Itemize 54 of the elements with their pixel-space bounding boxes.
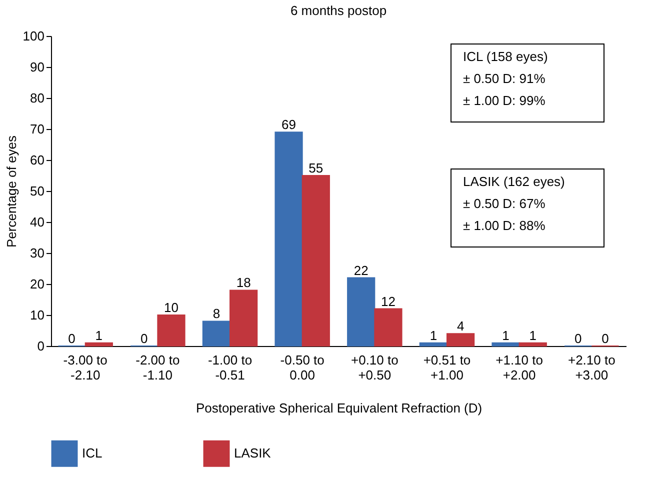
bar <box>446 333 475 346</box>
legend-label: LASIK <box>234 446 272 461</box>
data-label: 0 <box>68 331 76 346</box>
bar <box>302 175 330 346</box>
x-tick-label: +0.51 to +1.00 <box>423 352 471 382</box>
data-label: 55 <box>308 160 324 176</box>
bar <box>492 342 520 346</box>
y-tick-label: 100 <box>22 28 44 44</box>
y-tick-label: 40 <box>30 214 44 230</box>
bar <box>374 308 402 346</box>
y-tick-label: 90 <box>30 60 44 74</box>
data-label: 22 <box>354 262 368 278</box>
x-tick-label: +2.10 to +3.00 <box>568 352 616 382</box>
data-label: 18 <box>236 275 251 290</box>
data-label: 1 <box>502 328 510 343</box>
data-label: 69 <box>282 117 296 132</box>
data-label: 8 <box>212 306 220 322</box>
x-tick-label: -3.00 to -2.10 <box>63 352 108 382</box>
y-tick-label: 70 <box>30 122 44 136</box>
y-tick-label: 0 <box>37 338 44 354</box>
x-tick-label: -2.00 to -1.10 <box>136 352 180 382</box>
data-label: 1 <box>95 328 103 343</box>
data-label: 1 <box>529 328 536 343</box>
data-label: 1 <box>430 328 438 343</box>
bar <box>518 342 547 346</box>
bar <box>157 314 186 346</box>
y-tick-label: 80 <box>30 90 44 106</box>
bar <box>84 342 113 346</box>
annotation: LASIK (162 eyes) ± 0.50 D: 67% ± 1.00 D: 88% <box>463 174 565 233</box>
data-label: 10 <box>164 300 178 315</box>
x-tick-label: -1.00 to -0.51 <box>208 352 252 382</box>
bar <box>419 342 448 346</box>
data-label: 4 <box>456 318 464 334</box>
y-tick-label: 60 <box>30 152 44 168</box>
y-tick-label: 50 <box>30 184 44 198</box>
x-tick-label: +0.10 to +0.50 <box>350 352 398 382</box>
y-axis-title: Percentage of eyes <box>4 135 19 248</box>
data-label: 0 <box>574 331 582 346</box>
bar <box>274 132 303 346</box>
data-label: 12 <box>380 294 396 309</box>
y-tick-label: 10 <box>30 308 44 322</box>
x-tick-label: -0.50 to 0.00 <box>280 352 324 382</box>
data-label: 0 <box>140 331 148 346</box>
chart-title: 6 months postop <box>290 3 387 18</box>
bar <box>347 277 376 346</box>
y-tick-label: 20 <box>30 276 44 292</box>
x-tick-label: +1.10 to +2.00 <box>496 352 543 382</box>
x-axis-title: Postoperative Spherical Equivalent Refraction (D) <box>196 400 482 416</box>
bar <box>230 290 258 346</box>
legend-label: ICL <box>82 446 102 461</box>
y-tick-label: 30 <box>30 246 44 260</box>
bar <box>202 320 231 346</box>
annotation: ICL (158 eyes) ± 0.50 D: 91% ± 1.00 D: 99% <box>463 49 548 108</box>
data-label: 0 <box>602 331 609 346</box>
